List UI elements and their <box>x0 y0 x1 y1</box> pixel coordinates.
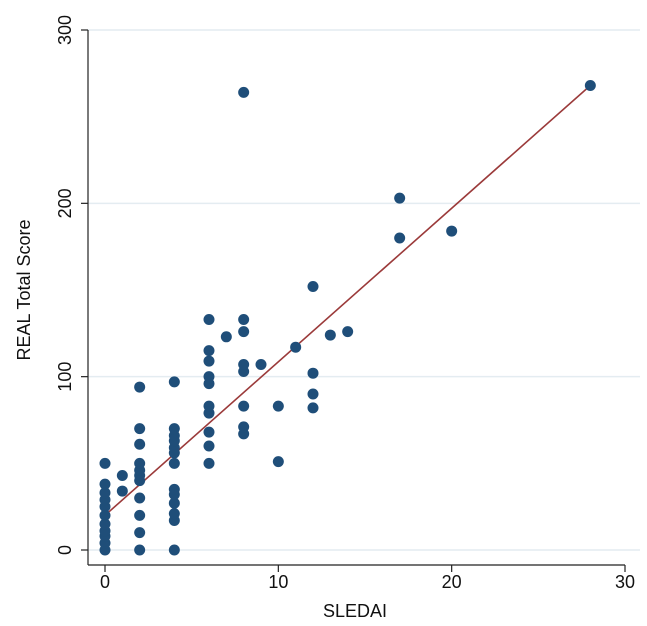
data-point <box>203 313 215 325</box>
y-axis-title: REAL Total Score <box>14 219 34 360</box>
data-point <box>238 326 250 338</box>
data-point <box>394 232 406 244</box>
data-point <box>255 359 267 371</box>
data-point <box>238 359 250 371</box>
y-axis-ticks: 0 100 200 300 <box>55 15 88 555</box>
data-point <box>99 478 111 490</box>
x-axis-title: SLEDAI <box>323 601 387 621</box>
y-tick-label: 100 <box>55 362 75 392</box>
data-point <box>342 326 354 338</box>
data-point <box>116 469 128 481</box>
data-point <box>168 423 180 435</box>
data-point <box>272 400 284 412</box>
data-point <box>394 192 406 204</box>
data-points <box>99 79 596 556</box>
fit-line <box>104 84 591 516</box>
data-point <box>134 492 146 504</box>
data-point <box>168 376 180 388</box>
data-point <box>220 331 232 343</box>
data-point <box>272 456 284 468</box>
gridlines <box>88 29 640 551</box>
data-point <box>238 421 250 433</box>
data-point <box>307 367 319 379</box>
data-point <box>203 440 215 452</box>
data-point <box>238 400 250 412</box>
data-point <box>446 225 458 237</box>
data-point <box>307 402 319 414</box>
data-point <box>134 457 146 469</box>
data-point <box>168 483 180 495</box>
data-point <box>168 457 180 469</box>
data-point <box>238 86 250 98</box>
data-point <box>203 457 215 469</box>
data-point <box>134 544 146 556</box>
data-point <box>134 509 146 521</box>
data-point <box>116 485 128 497</box>
data-point <box>203 355 215 367</box>
fit-line-layer <box>104 84 591 516</box>
data-point <box>134 381 146 393</box>
data-point <box>134 423 146 435</box>
data-point <box>99 509 111 521</box>
data-point <box>203 371 215 383</box>
data-point <box>99 457 111 469</box>
data-point <box>307 388 319 400</box>
data-point <box>168 497 180 509</box>
y-tick-label: 300 <box>55 15 75 45</box>
data-point <box>168 544 180 556</box>
data-point <box>134 438 146 450</box>
x-tick-label: 30 <box>615 572 635 592</box>
data-point <box>134 527 146 539</box>
x-tick-label: 0 <box>100 572 110 592</box>
x-axis-ticks: 0 10 20 30 <box>100 565 635 592</box>
data-point <box>238 313 250 325</box>
data-point <box>99 487 111 499</box>
data-point <box>203 345 215 357</box>
data-point <box>168 508 180 520</box>
data-point <box>324 329 336 341</box>
data-point <box>584 79 596 91</box>
data-point <box>307 281 319 293</box>
y-tick-label: 200 <box>55 188 75 218</box>
data-point <box>99 518 111 530</box>
data-point <box>203 400 215 412</box>
data-point <box>203 426 215 438</box>
x-tick-label: 10 <box>268 572 288 592</box>
x-tick-label: 20 <box>442 572 462 592</box>
y-tick-label: 0 <box>55 545 75 555</box>
data-point <box>290 341 302 353</box>
